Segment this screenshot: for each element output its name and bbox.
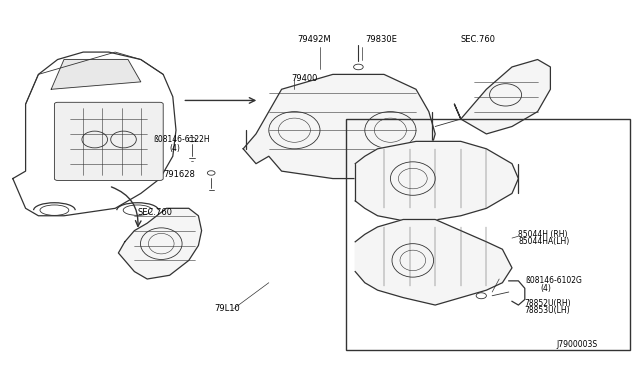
Text: J7900003S: J7900003S	[557, 340, 598, 349]
Polygon shape	[355, 219, 512, 305]
Polygon shape	[118, 208, 202, 279]
Text: 79830E: 79830E	[365, 35, 397, 44]
Polygon shape	[355, 141, 518, 223]
Text: 85044HA(LH): 85044HA(LH)	[518, 237, 570, 246]
Polygon shape	[454, 60, 550, 134]
FancyBboxPatch shape	[54, 102, 163, 180]
Text: 85044H (RH): 85044H (RH)	[518, 230, 568, 239]
Text: SEC.760: SEC.760	[461, 35, 496, 44]
Text: ß08146-6102G: ß08146-6102G	[525, 276, 582, 285]
Text: (4): (4)	[541, 284, 552, 293]
Text: 791628: 791628	[163, 170, 195, 179]
Text: 78852U(RH): 78852U(RH)	[525, 299, 572, 308]
Polygon shape	[51, 60, 141, 89]
Text: SEC.760: SEC.760	[138, 208, 173, 217]
Text: 79400: 79400	[291, 74, 317, 83]
Bar	[346, 119, 630, 350]
Text: (4): (4)	[170, 144, 180, 153]
Text: 79L10: 79L10	[214, 304, 240, 313]
Text: 79492M: 79492M	[298, 35, 332, 44]
Polygon shape	[243, 74, 435, 179]
Text: 78853U(LH): 78853U(LH)	[525, 306, 570, 315]
Text: ß08146-6122H: ß08146-6122H	[154, 135, 210, 144]
